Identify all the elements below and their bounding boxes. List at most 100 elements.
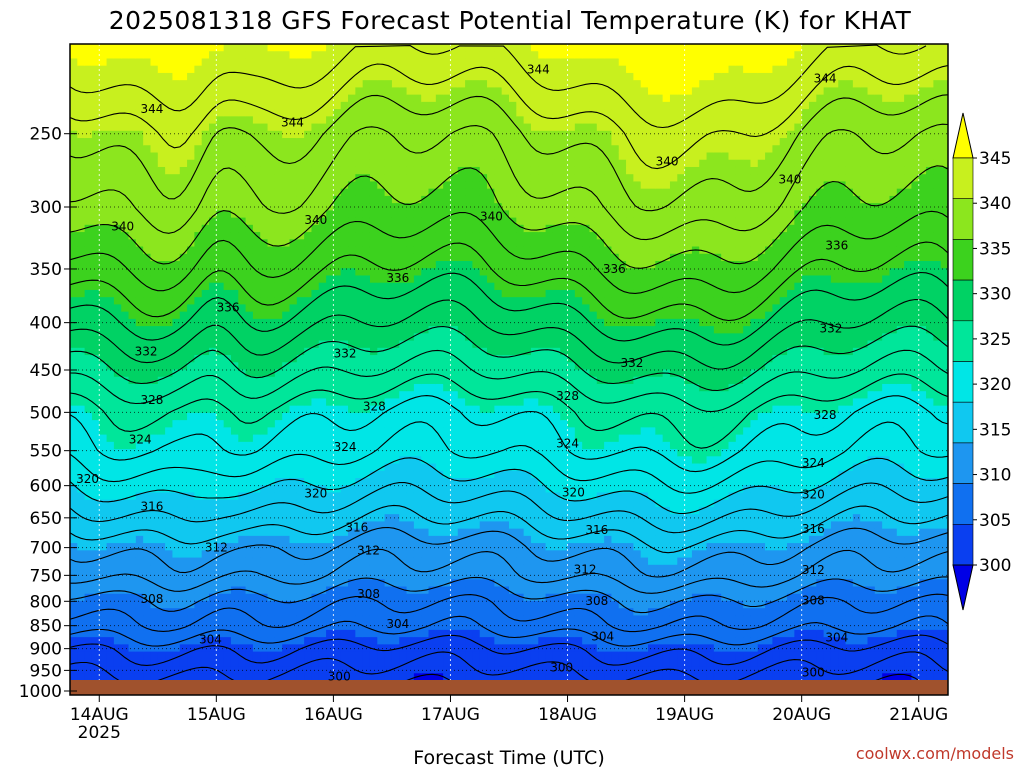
band-cell <box>113 376 122 385</box>
band-cell <box>230 130 239 139</box>
band-cell <box>274 166 283 175</box>
band-cell <box>413 195 422 204</box>
band-cell <box>457 203 466 211</box>
band-cell <box>165 297 174 305</box>
band-cell <box>143 463 152 472</box>
band-cell <box>362 130 371 139</box>
band-cell <box>230 383 239 392</box>
band-cell <box>267 564 276 573</box>
band-cell <box>289 506 298 515</box>
band-cell <box>113 268 122 277</box>
band-cell <box>194 485 203 494</box>
band-cell <box>267 101 276 110</box>
band-cell <box>194 65 203 74</box>
band-cell <box>187 608 195 617</box>
band-cell <box>113 195 122 204</box>
band-cell <box>465 644 474 653</box>
band-cell <box>99 405 108 414</box>
band-cell <box>465 130 474 139</box>
band-cell <box>355 521 364 530</box>
band-cell <box>399 101 408 110</box>
band-cell <box>384 376 393 385</box>
band-cell <box>165 289 174 298</box>
band-cell <box>209 174 217 183</box>
band-cell <box>150 80 159 88</box>
band-cell <box>274 629 283 638</box>
band-cell <box>311 441 320 450</box>
band-cell <box>91 123 100 132</box>
band-cell <box>223 499 232 508</box>
band-cell <box>362 145 371 154</box>
band-cell <box>157 543 166 551</box>
band-cell <box>304 666 313 674</box>
band-cell <box>472 130 481 139</box>
band-cell <box>84 564 93 573</box>
band-cell <box>179 593 188 602</box>
band-cell <box>135 651 144 660</box>
band-cell <box>113 311 122 320</box>
band-cell <box>187 138 195 146</box>
band-cell <box>201 87 210 96</box>
band-cell <box>428 239 437 248</box>
band-cell <box>318 174 327 183</box>
band-cell <box>435 441 444 450</box>
band-cell <box>70 405 78 414</box>
band-cell <box>282 289 291 298</box>
band-cell <box>260 434 269 443</box>
band-cell <box>391 203 400 211</box>
band-cell <box>135 123 144 132</box>
band-cell <box>304 593 313 602</box>
band-cell <box>267 253 276 262</box>
band-cell <box>252 543 261 551</box>
band-cell <box>128 615 137 624</box>
band-cell <box>77 514 86 522</box>
band-cell <box>348 123 356 132</box>
band-cell <box>179 355 188 363</box>
band-cell <box>457 326 466 334</box>
band-cell <box>384 203 393 211</box>
band-cell <box>282 405 291 414</box>
band-cell <box>216 600 225 609</box>
band-cell <box>318 232 327 240</box>
band-cell <box>187 528 195 537</box>
band-cell <box>238 355 247 363</box>
band-cell <box>157 463 166 472</box>
band-cell <box>384 51 393 60</box>
band-cell <box>369 608 378 617</box>
band-cell <box>443 622 452 631</box>
band-cell <box>413 550 422 559</box>
band-cell <box>274 528 283 537</box>
band-cell <box>267 485 276 494</box>
band-cell <box>472 355 481 363</box>
band-cell <box>223 261 232 269</box>
band-cell <box>106 261 115 269</box>
band-cell <box>70 434 78 443</box>
band-cell <box>70 195 78 204</box>
band-cell <box>245 282 254 291</box>
band-cell <box>230 138 239 146</box>
band-cell <box>457 434 466 443</box>
band-cell <box>443 521 452 530</box>
band-cell <box>143 666 152 674</box>
band-cell <box>384 499 393 508</box>
band-cell <box>201 615 210 624</box>
band-cell <box>333 579 342 588</box>
band-cell <box>128 470 137 479</box>
band-cell <box>91 470 100 479</box>
band-cell <box>70 615 78 624</box>
band-cell <box>143 629 152 638</box>
band-cell <box>311 246 320 255</box>
band-cell <box>91 514 100 522</box>
band-cell <box>318 586 327 595</box>
band-cell <box>435 326 444 334</box>
band-cell <box>421 174 430 183</box>
band-cell <box>172 94 181 103</box>
band-cell <box>282 383 291 392</box>
band-cell <box>406 195 415 204</box>
band-cell <box>333 44 342 52</box>
band-cell <box>187 275 195 284</box>
band-cell <box>362 456 371 465</box>
band-cell <box>465 80 474 88</box>
band-cell <box>201 203 210 211</box>
band-cell <box>450 506 459 515</box>
